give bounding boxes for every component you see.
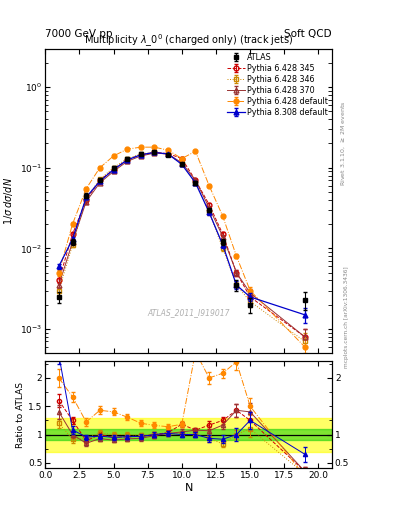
Legend: ATLAS, Pythia 6.428 345, Pythia 6.428 346, Pythia 6.428 370, Pythia 6.428 defaul: ATLAS, Pythia 6.428 345, Pythia 6.428 34… [226,51,330,118]
Bar [45,418,332,452]
Text: Rivet 3.1.10, $\geq$ 2M events: Rivet 3.1.10, $\geq$ 2M events [340,100,347,186]
Text: mcplots.cern.ch [arXiv:1306.3436]: mcplots.cern.ch [arXiv:1306.3436] [344,267,349,368]
Y-axis label: Ratio to ATLAS: Ratio to ATLAS [16,382,25,447]
X-axis label: N: N [184,483,193,493]
Bar [45,429,332,440]
Text: ATLAS_2011_I919017: ATLAS_2011_I919017 [147,308,230,317]
Title: Multiplicity $\lambda\_0^0$ (charged only) (track jets): Multiplicity $\lambda\_0^0$ (charged onl… [84,32,294,49]
Text: Soft QCD: Soft QCD [285,29,332,39]
Text: 7000 GeV pp: 7000 GeV pp [45,29,113,39]
Y-axis label: $1/\sigma\, d\sigma/dN$: $1/\sigma\, d\sigma/dN$ [2,177,15,225]
